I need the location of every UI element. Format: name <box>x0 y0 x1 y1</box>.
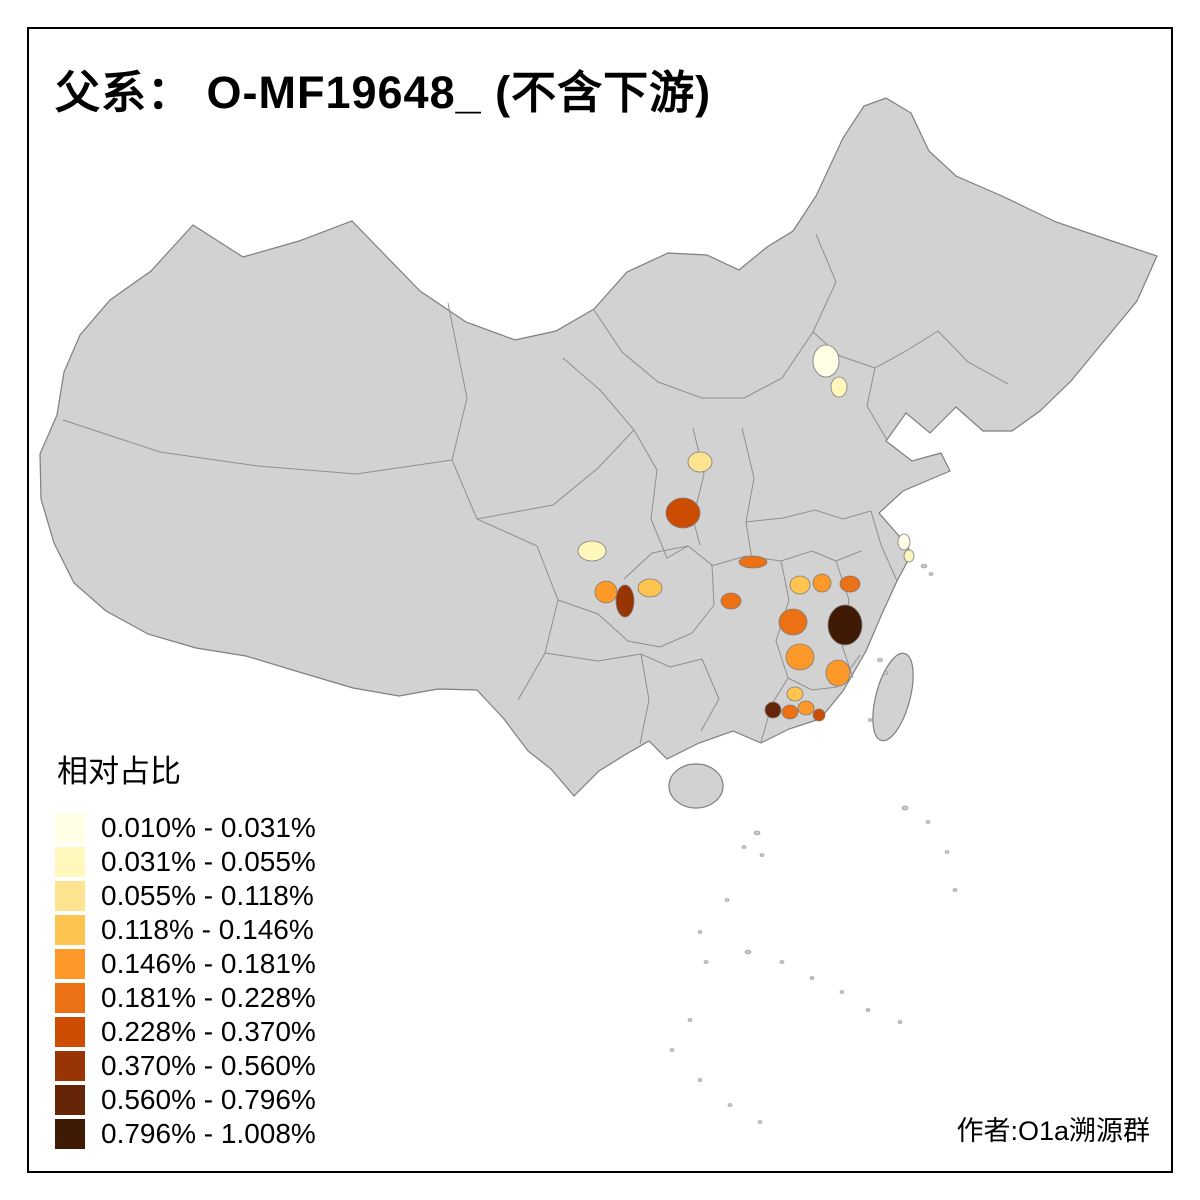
region-sichuan-east <box>637 578 663 598</box>
legend-swatch <box>55 1085 85 1115</box>
legend-row: 0.370% - 0.560% <box>55 1049 316 1083</box>
region-chongqing-west <box>615 584 635 618</box>
legend-swatch <box>55 983 85 1013</box>
legend-label: 0.560% - 0.796% <box>101 1084 316 1115</box>
region-sichuan-south <box>594 580 618 604</box>
legend-row: 0.181% - 0.228% <box>55 981 316 1015</box>
legend-swatch <box>55 847 85 877</box>
legend-label: 0.181% - 0.228% <box>101 982 316 1013</box>
author-credit: 作者:O1a溯源群 <box>956 1116 1150 1146</box>
hainan-island <box>668 763 724 809</box>
region-hunan-central <box>778 608 808 636</box>
region-jiangxi-north <box>839 575 861 593</box>
legend-title: 相对占比 <box>57 754 181 789</box>
china-mainland <box>39 97 1158 797</box>
legend-label: 0.796% - 1.008% <box>101 1118 316 1149</box>
region-shaanxi-central <box>665 497 701 529</box>
legend-row: 0.031% - 0.055% <box>55 845 316 879</box>
legend-label: 0.118% - 0.146% <box>101 914 314 945</box>
legend-label: 0.370% - 0.560% <box>101 1050 316 1081</box>
region-guangdong-chaoshan <box>812 708 826 722</box>
region-hubei-west-strip <box>738 555 768 569</box>
legend-label: 0.031% - 0.055% <box>101 846 316 877</box>
legend-row: 0.796% - 1.008% <box>55 1117 316 1151</box>
region-jiangxi-west-dark <box>827 604 863 646</box>
south-china-sea-islands <box>669 563 958 1124</box>
region-shanghai-area <box>897 533 911 551</box>
region-guangdong-north <box>786 686 804 702</box>
legend: 相对占比 0.010% - 0.031% 0.031% - 0.055% 0.055… <box>55 746 316 1151</box>
legend-bins: 0.010% - 0.031% 0.031% - 0.055% 0.055% - 0… <box>55 811 316 1151</box>
page-title: 父系： O-MF19648_ (不含下游) <box>55 67 712 118</box>
region-hubei-southwest <box>720 592 742 610</box>
legend-label: 0.055% - 0.118% <box>101 880 314 911</box>
legend-label: 0.228% - 0.370% <box>101 1016 316 1047</box>
region-guangdong-east <box>797 700 815 716</box>
legend-swatch <box>55 813 85 843</box>
legend-label: 0.010% - 0.031% <box>101 812 316 843</box>
taiwan-island <box>872 652 914 742</box>
region-beijing <box>812 344 840 378</box>
legend-swatch <box>55 1119 85 1149</box>
region-chengdu <box>577 540 607 562</box>
region-guangdong-central <box>781 704 799 720</box>
legend-row: 0.228% - 0.370% <box>55 1015 316 1049</box>
legend-row: 0.055% - 0.118% <box>55 879 316 913</box>
legend-swatch <box>55 1017 85 1047</box>
legend-swatch <box>55 1051 85 1081</box>
legend-swatch <box>55 881 85 911</box>
region-tianjin <box>830 376 848 398</box>
legend-swatch <box>55 949 85 979</box>
legend-row: 0.010% - 0.031% <box>55 811 316 845</box>
legend-row: 0.118% - 0.146% <box>55 913 316 947</box>
region-zhejiang-north <box>903 549 915 563</box>
legend-row: 0.560% - 0.796% <box>55 1083 316 1117</box>
region-guangdong-pearl-dark <box>764 701 782 719</box>
region-hunan-north <box>789 575 811 595</box>
region-hubei-southeast <box>812 573 832 593</box>
highlighted-prefectures <box>577 344 915 722</box>
region-shanxi-south <box>687 451 713 473</box>
region-fujian-west <box>825 659 851 687</box>
legend-row: 0.146% - 0.181% <box>55 947 316 981</box>
region-hunan-south <box>785 643 815 671</box>
legend-label: 0.146% - 0.181% <box>101 948 316 979</box>
legend-swatch <box>55 915 85 945</box>
